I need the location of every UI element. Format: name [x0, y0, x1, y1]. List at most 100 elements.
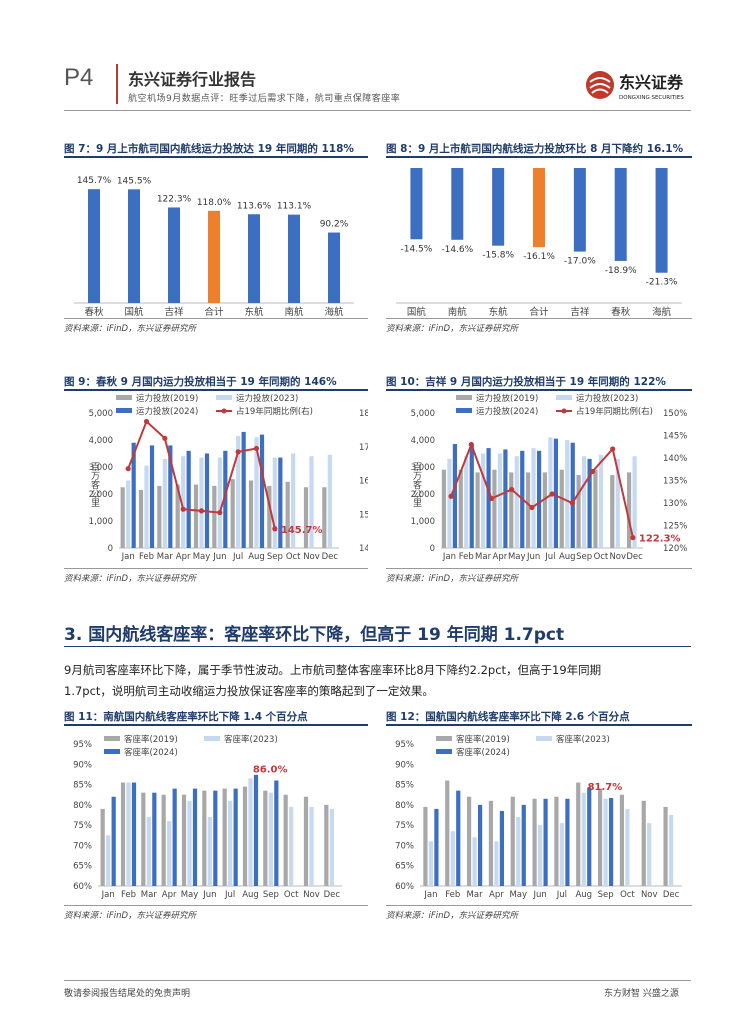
bar-东航: [248, 214, 260, 303]
x-tick-label-Nov: Nov: [609, 552, 626, 562]
tick-label-国航: 国航: [124, 306, 144, 318]
x-tick-label-Aug: Aug: [242, 890, 259, 900]
bar-运力投放(2019)-Jan: [120, 487, 125, 548]
tick-label-合计: 合计: [529, 306, 549, 318]
report-subtitle: 航空机场9月数据点评：旺季过后需求下降，航司重点保障客座率: [128, 94, 401, 104]
x-tick-label-Aug: Aug: [559, 552, 576, 562]
data-label-海航: 90.2%: [320, 220, 349, 230]
bar-客座率(2019)-Jan: [100, 808, 105, 886]
x-tick-label-Jul: Jul: [556, 890, 567, 900]
bar-客座率(2023)-Mar: [146, 817, 151, 886]
legend-swatch-marker: [561, 408, 567, 414]
ratio-point-4: [529, 504, 535, 511]
bar-客座率(2023)-Oct: [289, 806, 294, 886]
bar-海航: [655, 168, 668, 273]
legend-label: 客座率(2023): [556, 734, 610, 745]
x-tick-label-Jan: Jan: [442, 552, 456, 562]
legend-label: 客座率(2024): [124, 747, 178, 758]
y-tick-label: 60%: [73, 882, 92, 892]
bar-客座率(2019)-Aug: [576, 782, 581, 886]
footer-disclaimer: 敬请参阅报告结尾处的免责声明: [64, 989, 191, 999]
x-tick-label-Sep: Sep: [576, 552, 592, 562]
bar-客座率(2024)-Jul: [565, 798, 570, 886]
bar-吉祥: [168, 207, 180, 303]
y2-tick-label: 160%: [359, 477, 368, 487]
legend-swatch: [116, 408, 132, 413]
y-tick-label: 0: [430, 544, 435, 554]
y-tick-label: 90%: [73, 760, 92, 770]
y-tick-label: 3,000: [411, 463, 435, 473]
tick-label-国航: 国航: [407, 306, 427, 318]
bar-运力投放(2023)-Oct: [598, 454, 604, 548]
bar-吉祥: [573, 168, 586, 252]
bar-运力投放(2024)-Apr: [186, 450, 191, 548]
bar-客座率(2024)-Feb: [456, 790, 461, 886]
y-tick-label: 2,000: [411, 490, 435, 500]
bar-国航: [410, 168, 423, 240]
header-rule: [64, 110, 691, 111]
fig12-bottom-rule: [386, 905, 692, 906]
x-tick-label-Apr: Apr: [489, 890, 504, 900]
x-tick-label-Oct: Oct: [286, 552, 301, 562]
bar-客座率(2024)-Jun: [543, 798, 548, 886]
x-tick-label-Jul: Jul: [544, 552, 555, 562]
tick-label-海航: 海航: [324, 306, 344, 318]
bar-客座率(2019)-Mar: [141, 792, 146, 886]
fig7-chart: 145.7% 春秋 145.5% 国航 122.3% 吉祥 118.0% 合计 113.6% 东航…: [74, 176, 354, 318]
ratio-point-3: [509, 486, 515, 493]
ratio-point-2: [488, 495, 495, 502]
x-tick-label-May: May: [181, 890, 199, 900]
fig8-title: 图 8：9 月上市航司国内航线运力投放环比 8 月下降约 16.1%: [386, 143, 684, 155]
bar-运力投放(2019)-Jul: [542, 472, 548, 548]
bar-客座率(2024)-Aug: [587, 787, 592, 886]
y2-tick-label: 135%: [663, 477, 687, 487]
bar-运力投放(2019)-Feb: [138, 489, 144, 548]
tick-label-南航: 南航: [284, 306, 304, 318]
bar-客座率(2023)-Jul: [559, 823, 565, 886]
data-label-南航: -14.6%: [441, 245, 473, 255]
header-divider: [116, 64, 118, 104]
ratio-point-5: [549, 491, 555, 497]
data-label-合计: -16.1%: [523, 252, 555, 262]
x-tick-label-Jun: Jun: [202, 890, 216, 900]
bar-客座率(2019)-Apr: [488, 800, 494, 886]
fig9-source: 资料来源：iFinD，东兴证券研究所: [64, 574, 197, 584]
y2-tick-label: 140%: [663, 454, 687, 464]
x-tick-label-Dec: Dec: [626, 552, 643, 562]
bar-客座率(2024)-May: [521, 804, 526, 886]
ratio-point-1: [143, 418, 150, 425]
logo-text: 东兴证券: [619, 73, 684, 92]
x-tick-label-Nov: Nov: [303, 552, 320, 562]
y2-tick-label: 150%: [663, 409, 687, 419]
bar-客座率(2019)-Jan: [423, 806, 428, 886]
section-rule: [64, 646, 691, 647]
bar-运力投放(2023)-Aug: [565, 440, 570, 548]
bar-客座率(2023)-May: [516, 817, 521, 886]
ratio-point-8: [610, 446, 616, 452]
bar-运力投放(2019)-Sep: [576, 475, 581, 548]
ratio-point-4: [198, 508, 205, 514]
tick-label-吉祥: 吉祥: [570, 306, 590, 318]
bar-运力投放(2023)-Mar: [162, 458, 167, 548]
x-tick-label-Mar: Mar: [475, 552, 492, 562]
x-tick-label-Aug: Aug: [575, 890, 592, 900]
y-tick-label: 0: [108, 544, 113, 554]
y2-tick-label: 150%: [359, 510, 368, 520]
data-label-春秋: 145.7%: [77, 176, 112, 186]
x-tick-label-Jan: Jan: [121, 552, 135, 562]
bar-运力投放(2019)-Nov: [303, 487, 309, 548]
y-tick-label: 4,000: [411, 436, 435, 446]
x-tick-label-Oct: Oct: [620, 890, 635, 900]
bar-运力投放(2019)-Apr: [175, 484, 180, 548]
bar-运力投放(2024)-May: [204, 453, 210, 548]
x-tick-label-Nov: Nov: [303, 890, 320, 900]
legend-swatch-marker: [221, 408, 227, 414]
y-tick-label: 95%: [73, 740, 92, 750]
ratio-point-1: [468, 441, 474, 448]
fig8-title-rule: [386, 156, 692, 158]
fig9-bottom-rule: [64, 568, 368, 569]
highlight-annotation: 81.7%: [588, 782, 623, 793]
tick-label-东航: 东航: [489, 306, 509, 318]
fig9-chart: 0 1,000 2,000 3,000 4,000 5,000 140% 150% 160% 17…: [89, 393, 368, 562]
y2-tick-label: 125%: [663, 522, 687, 532]
